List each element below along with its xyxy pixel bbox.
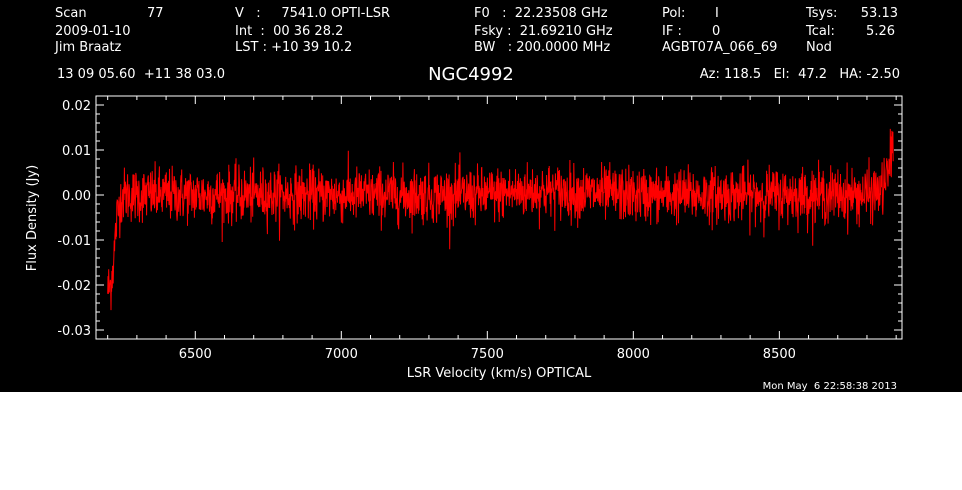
az-el-ha: Az: 118.5 El: 47.2 HA: -2.50 [700, 67, 900, 82]
bandwidth: BW : 200.0000 MHz [474, 40, 610, 55]
timestamp: Mon May 6 22:58:38 2013 [763, 381, 897, 392]
y-tick-label: 0.02 [62, 99, 91, 114]
plot-frame [95, 95, 903, 340]
tcal-value: 5.26 [866, 24, 895, 39]
y-tick-label: -0.03 [57, 324, 91, 339]
x-tick-label: 8000 [617, 347, 650, 362]
if-value: 0 [712, 24, 720, 39]
y-tick-label: 0.01 [62, 144, 91, 159]
sky-frequency: Fsky : 21.69210 GHz [474, 24, 613, 39]
spectrum-chart: Scan 77 2009-01-10 Jim Braatz V : 7541.0… [25, 6, 903, 392]
y-tick-label: 0.00 [62, 189, 91, 204]
scan-number: 77 [147, 6, 164, 21]
x-tick-label: 6500 [179, 347, 212, 362]
rest-frequency: F0 : 22.23508 GHz [474, 6, 608, 21]
x-tick-label: 7000 [325, 347, 358, 362]
lst-info: LST : +10 39 10.2 [235, 40, 352, 55]
pol-label: Pol: [662, 6, 685, 21]
y-tick-label: -0.01 [57, 234, 91, 249]
integration-info: Int : 00 36 28.2 [235, 24, 343, 39]
project-id: AGBT07A_066_69 [662, 40, 777, 55]
obs-date: 2009-01-10 [55, 24, 131, 39]
tsys-value: 53.13 [861, 6, 898, 21]
tcal-label: Tcal: [805, 24, 835, 39]
scan-label: Scan [55, 6, 87, 21]
spectrum-trace [107, 128, 894, 311]
source-name: NGC4992 [428, 64, 514, 85]
x-axis: 6500 7000 7500 8000 8500 [107, 96, 897, 362]
y-axis-label: Flux Density (Jy) [25, 165, 40, 271]
pol-value: I [715, 6, 719, 21]
x-axis-label: LSR Velocity (km/s) OPTICAL [407, 366, 592, 381]
x-tick-label: 8500 [763, 347, 796, 362]
header: Scan 77 2009-01-10 Jim Braatz V : 7541.0… [54, 6, 900, 85]
source-coordinates: 13 09 05.60 +11 38 03.0 [57, 67, 225, 82]
x-tick-label: 7500 [471, 347, 504, 362]
tsys-label: Tsys: [805, 6, 837, 21]
velocity-info: V : 7541.0 OPTI-LSR [235, 6, 390, 21]
plot-window: Scan 77 2009-01-10 Jim Braatz V : 7541.0… [0, 0, 962, 392]
observer: Jim Braatz [54, 40, 122, 55]
switching-mode: Nod [806, 40, 832, 55]
y-axis: 0.02 0.01 0.00 -0.01 -0.02 -0.03 [57, 95, 902, 340]
if-label: IF : [662, 24, 682, 39]
y-tick-label: -0.02 [57, 279, 91, 294]
